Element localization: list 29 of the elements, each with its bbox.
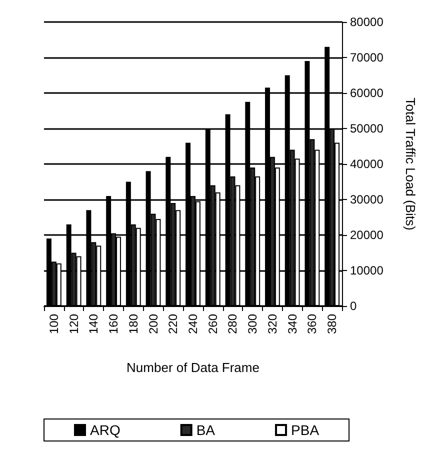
y-tick-label: 40000 xyxy=(350,157,384,171)
x-tick-label: 220 xyxy=(166,314,180,334)
x-tick-label: 260 xyxy=(206,314,220,334)
x-tick-label: 280 xyxy=(226,314,240,334)
y-tick-label: 10000 xyxy=(350,264,384,278)
x-tick-label: 360 xyxy=(305,314,320,334)
y-tick-label: 0 xyxy=(350,299,357,313)
x-tick-label: 160 xyxy=(106,314,121,334)
x-tick-label: 240 xyxy=(186,314,200,334)
y-axis-title: Total Traffic Load (Bits) xyxy=(403,98,418,230)
y-tick-label: 60000 xyxy=(350,86,384,100)
y-tick-label: 70000 xyxy=(350,50,384,64)
x-tick-label: 300 xyxy=(246,314,260,334)
x-tick-label: 100 xyxy=(46,314,61,334)
x-tick-label: 140 xyxy=(86,314,101,334)
legend-label: PBA xyxy=(291,422,320,438)
y-tick-label: 50000 xyxy=(350,122,384,136)
x-tick-label: 380 xyxy=(325,314,340,334)
legend-label: BA xyxy=(196,422,216,438)
x-axis-title: Number of Data Frame xyxy=(126,360,260,375)
y-tick-label: 30000 xyxy=(350,192,384,206)
legend-label: ARQ xyxy=(90,422,120,438)
y-tick-label: 80000 xyxy=(350,15,384,29)
x-tick-label: 340 xyxy=(285,314,300,334)
x-tick-label: 200 xyxy=(146,314,160,334)
x-tick-label: 320 xyxy=(265,314,280,334)
x-tick-label: 120 xyxy=(66,314,81,334)
y-tick-label: 20000 xyxy=(350,228,384,242)
x-tick-label: 180 xyxy=(126,314,140,334)
